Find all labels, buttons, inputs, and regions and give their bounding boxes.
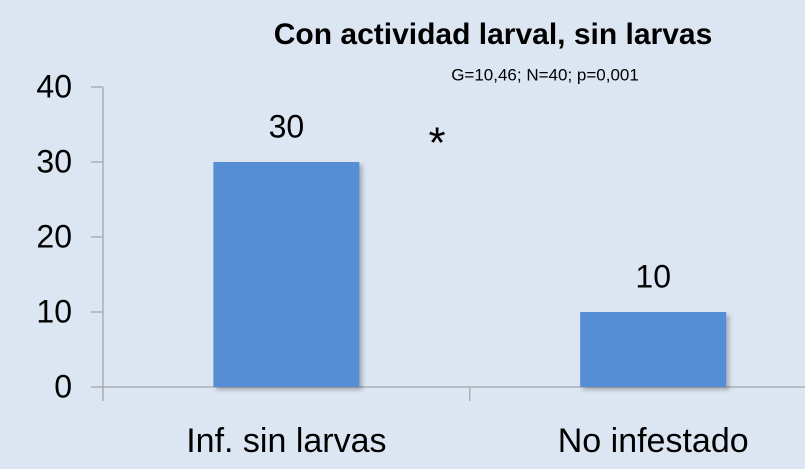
bar [580,312,727,387]
x-tick-label: No infestado [558,422,749,460]
y-tick-label: 10 [36,293,72,329]
y-tick-label: 0 [54,368,72,404]
y-tick-label: 30 [36,143,72,179]
annotation: * [428,119,445,168]
chart-subtitle: G=10,46; N=40; p=0,001 [451,65,639,84]
chart-title: Con actividad larval, sin larvas [274,18,713,51]
bar [213,162,360,387]
data-label: 10 [635,258,671,294]
y-tick-label: 20 [36,218,72,254]
data-label: 30 [269,108,305,144]
x-tick-label: Inf. sin larvas [186,422,386,460]
y-tick-label: 40 [36,68,72,104]
